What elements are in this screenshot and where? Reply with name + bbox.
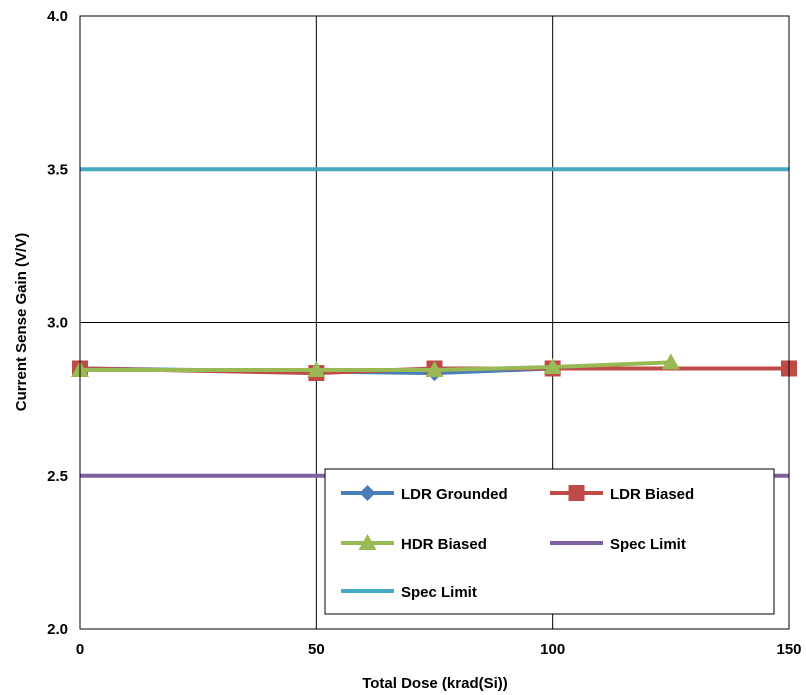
y-axis-title: Current Sense Gain (V/V) bbox=[13, 233, 30, 411]
legend-item: LDR Grounded bbox=[341, 485, 508, 503]
tick-labels: 2.0 2.5 3.0 3.5 4.0 0 50 100 150 bbox=[47, 8, 801, 658]
square-marker bbox=[568, 485, 585, 501]
legend-label: Spec Limit bbox=[610, 536, 686, 553]
triangle-marker bbox=[661, 353, 680, 370]
triangle-marker bbox=[425, 361, 444, 378]
legend: LDR Grounded LDR Biased HDR Biased Spec Lim… bbox=[324, 468, 775, 615]
x-tick-label: 0 bbox=[76, 641, 84, 658]
legend-item: HDR Biased bbox=[341, 534, 487, 553]
legend-item: Spec Limit bbox=[550, 536, 686, 553]
y-tick-label: 4.0 bbox=[47, 8, 68, 25]
y-tick-label: 2.5 bbox=[47, 468, 68, 485]
triangle-marker bbox=[358, 534, 377, 550]
legend-label: LDR Biased bbox=[610, 486, 694, 503]
legend-label: LDR Grounded bbox=[401, 486, 508, 503]
diamond-marker bbox=[359, 485, 376, 501]
y-tick-label: 3.5 bbox=[47, 161, 68, 178]
y-tick-label: 2.0 bbox=[47, 621, 68, 638]
x-tick-label: 150 bbox=[776, 641, 801, 658]
legend-box bbox=[324, 468, 775, 615]
x-tick-label: 100 bbox=[540, 641, 565, 658]
triangle-marker bbox=[307, 361, 326, 378]
triangle-marker bbox=[543, 357, 562, 374]
legend-item: Spec Limit bbox=[341, 584, 477, 601]
x-tick-label: 50 bbox=[308, 641, 325, 658]
legend-label: Spec Limit bbox=[401, 584, 477, 601]
legend-item: LDR Biased bbox=[550, 485, 694, 503]
plot-area-frame bbox=[79, 15, 790, 630]
legend-label: HDR Biased bbox=[401, 536, 487, 553]
y-tick-label: 3.0 bbox=[47, 315, 68, 332]
x-axis-title: Total Dose (krad(Si)) bbox=[362, 675, 508, 692]
